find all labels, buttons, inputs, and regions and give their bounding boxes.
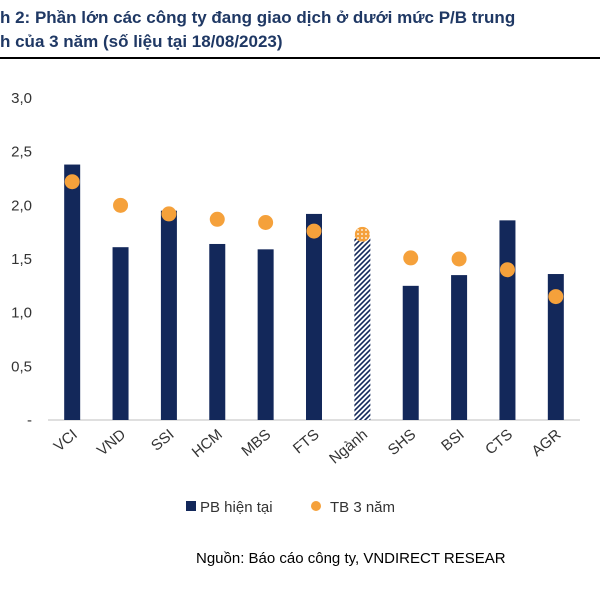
x-axis-labels: VCI VND SSI HCM MBS FTS Ngành SHS BSI CTS AGR <box>51 426 565 468</box>
legend-label-bar: PB hiện tại <box>200 499 273 516</box>
bar-ssi <box>160 210 177 420</box>
legend-swatch-bar <box>186 501 196 511</box>
average-dots <box>64 174 564 305</box>
x-tick-label: Ngành <box>326 426 371 467</box>
x-tick-label: AGR <box>529 426 565 460</box>
y-tick-label: 2,0 <box>11 197 32 214</box>
x-tick-label: VND <box>94 426 129 459</box>
x-tick-label: SHS <box>385 426 420 459</box>
y-tick-label: 1,0 <box>11 305 32 322</box>
x-tick-label: HCM <box>189 426 226 461</box>
x-tick-label: CTS <box>482 426 516 458</box>
bar-vci <box>64 164 81 420</box>
chart-title: h 2: Phần lớn các công ty đang giao dịch… <box>0 6 600 54</box>
avg-dot-shs <box>403 250 419 266</box>
x-tick-label: FTS <box>290 426 323 457</box>
bar-fts <box>306 213 322 420</box>
y-axis-ticks: - 0,5 1,0 1,5 2,0 2,5 3,0 <box>11 90 580 429</box>
avg-dot-mbs <box>258 215 274 231</box>
bars <box>64 164 564 420</box>
avg-dot-ssi <box>161 206 177 222</box>
legend-swatch-dot <box>311 501 321 511</box>
y-tick-label: 1,5 <box>11 251 32 268</box>
x-tick-label: BSI <box>438 426 467 455</box>
avg-dot-hcm <box>209 211 225 227</box>
avg-dot-ngành <box>354 226 370 242</box>
legend: PB hiện tại TB 3 năm <box>186 499 395 516</box>
y-tick-label: 3,0 <box>11 90 32 107</box>
title-divider <box>0 57 600 59</box>
source-note: Nguồn: Báo cáo công ty, VNDIRECT RESEAR <box>196 550 506 567</box>
avg-dot-vci <box>64 174 80 190</box>
avg-dot-fts <box>306 223 322 239</box>
bar-mbs <box>257 249 274 420</box>
bar-vnd <box>112 247 129 420</box>
bar-agr <box>547 274 564 420</box>
legend-label-dot: TB 3 năm <box>330 499 395 516</box>
bar-hcm <box>209 243 226 420</box>
pb-chart: - 0,5 1,0 1,5 2,0 2,5 3,0 VCI VND SSI HCM MBS FTS Ng… <box>11 90 580 516</box>
bar-ngành <box>354 236 371 420</box>
chart-title-line-1: h 2: Phần lớn các công ty đang giao dịch… <box>0 8 516 27</box>
x-tick-label: MBS <box>238 426 274 460</box>
bar-cts <box>499 220 516 420</box>
y-tick-label: - <box>27 412 32 429</box>
avg-dot-cts <box>499 262 515 278</box>
avg-dot-agr <box>548 289 564 305</box>
avg-dot-vnd <box>113 197 129 213</box>
x-tick-label: SSI <box>148 426 177 455</box>
chart-title-line-2: h của 3 năm (số liệu tại 18/08/2023) <box>0 32 283 51</box>
x-tick-label: VCI <box>51 426 81 455</box>
bar-shs <box>402 285 419 420</box>
avg-dot-bsi <box>451 251 467 267</box>
y-tick-label: 2,5 <box>11 144 32 161</box>
bar-bsi <box>451 275 468 420</box>
y-tick-label: 0,5 <box>11 358 32 375</box>
